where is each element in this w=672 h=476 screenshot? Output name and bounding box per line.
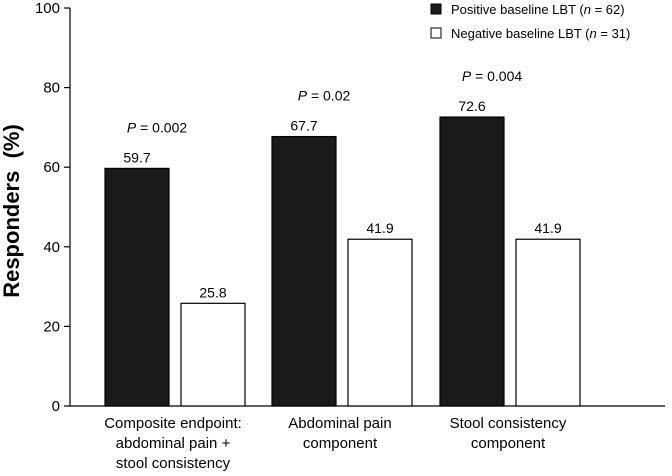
p-value-annotation: P = 0.004 <box>462 68 523 84</box>
y-tick-label: 80 <box>43 80 60 97</box>
p-value-text: = 0.004 <box>471 68 522 84</box>
bar-negative <box>515 238 581 407</box>
legend-swatch-negative <box>430 27 442 39</box>
y-tick-label: 60 <box>43 159 60 176</box>
legend-entry-part: = 31) <box>597 26 631 41</box>
x-category-label: Composite endpoint: <box>104 415 242 432</box>
p-value-annotation: P = 0.002 <box>127 119 188 135</box>
legend-entry-part: n <box>584 2 591 17</box>
legend-entry-part: n <box>590 26 597 41</box>
bar-value-label: 41.9 <box>534 220 561 236</box>
p-value-text: = 0.002 <box>136 119 187 135</box>
bar-value-label: 59.7 <box>123 149 150 165</box>
bar-negative <box>347 238 413 407</box>
y-tick-label: 100 <box>35 0 60 17</box>
y-axis-title: Responders (%) <box>0 124 24 298</box>
bar-positive <box>439 116 505 407</box>
x-category-label: Stool consistency <box>450 415 567 432</box>
bar-value-label: 72.6 <box>458 98 485 114</box>
y-tick-label: 20 <box>43 318 60 335</box>
x-category-label: Abdominal pain <box>288 415 391 432</box>
p-value-symbol: P <box>127 119 137 135</box>
x-category-label: stool consistency <box>116 455 231 472</box>
y-tick-label: 40 <box>43 239 60 256</box>
legend-entry: Positive baseline LBT (n = 62) <box>451 2 625 17</box>
p-value-symbol: P <box>462 68 472 84</box>
y-tick-label: 0 <box>52 398 60 415</box>
p-value-annotation: P = 0.02 <box>298 88 351 104</box>
x-category-label: abdominal pain + <box>116 435 231 452</box>
x-category-label: component <box>471 435 546 452</box>
legend-swatch-positive <box>430 3 442 15</box>
bar-positive <box>104 167 170 407</box>
bar-value-label: 25.8 <box>199 284 226 300</box>
p-value-symbol: P <box>298 88 308 104</box>
bar-positive <box>271 135 337 407</box>
p-value-text: = 0.02 <box>307 88 350 104</box>
bar-value-label: 67.7 <box>290 118 317 134</box>
legend-entry-part: Positive baseline LBT ( <box>451 2 584 17</box>
bar-negative <box>180 302 246 407</box>
x-category-label: component <box>303 435 378 452</box>
legend-entry-part: = 62) <box>591 2 625 17</box>
legend-entry-part: Negative baseline LBT ( <box>451 26 590 41</box>
bar-value-label: 41.9 <box>366 220 393 236</box>
legend-entry: Negative baseline LBT (n = 31) <box>451 26 630 41</box>
